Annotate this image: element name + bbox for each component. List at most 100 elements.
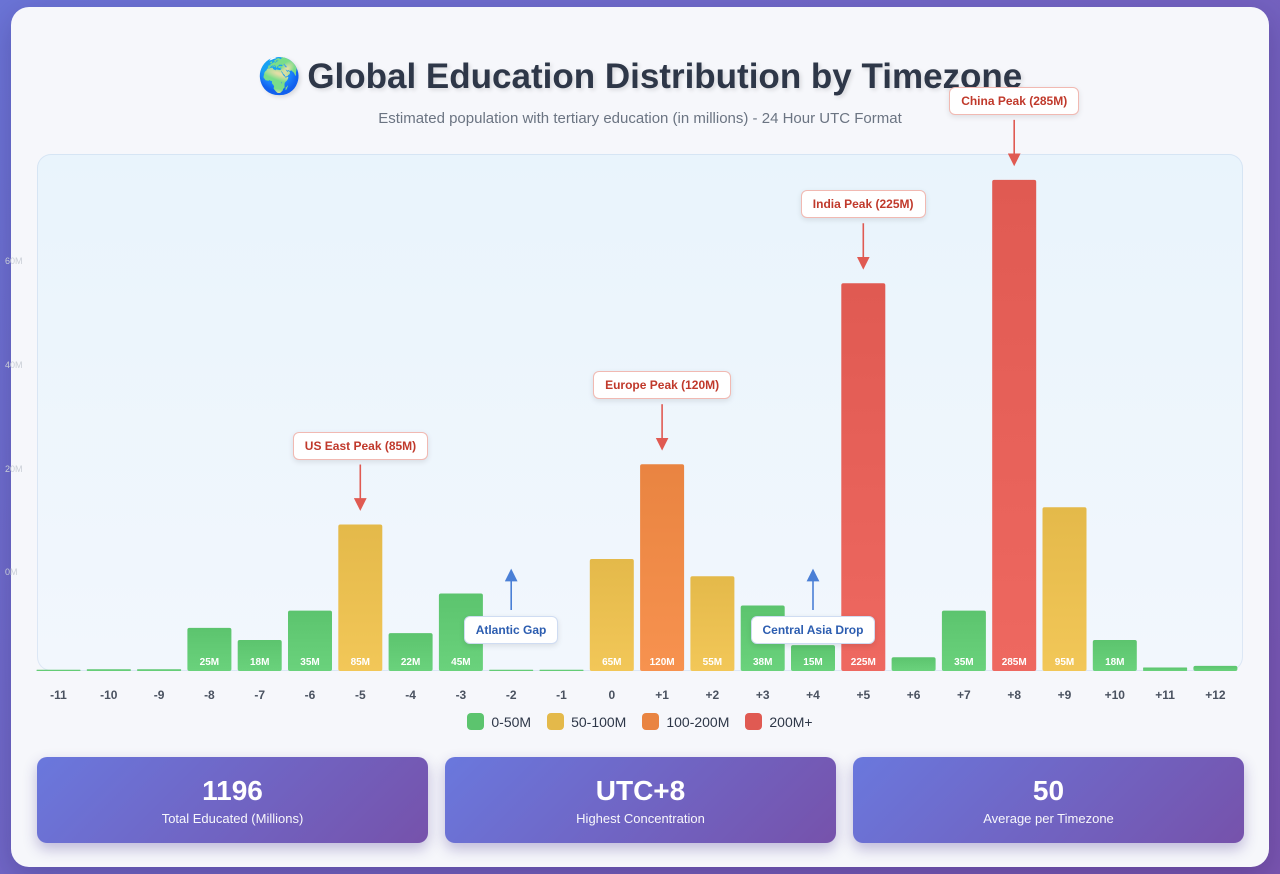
stat-label: Average per Timezone — [983, 811, 1114, 826]
bar--11 — [36, 669, 81, 671]
bar-value-label: 225M — [851, 657, 876, 668]
bar-value-label: 18M — [1105, 657, 1124, 668]
x-tick-label: +12 — [1205, 688, 1226, 702]
x-tick-label: +10 — [1105, 688, 1126, 702]
bar-+11 — [1143, 667, 1188, 671]
legend-swatch — [642, 713, 660, 730]
x-tick-label: +5 — [856, 688, 870, 702]
x-tick-label: -5 — [355, 688, 366, 702]
annotation-callout: Europe Peak (120M) — [593, 371, 732, 400]
bar--1 — [539, 669, 584, 671]
annotation-callout: India Peak (225M) — [800, 190, 926, 219]
legend-swatch — [467, 713, 485, 730]
bar-value-label: 25M — [200, 657, 219, 668]
bar-value-label: 95M — [1055, 657, 1074, 668]
page-title: 🌍 Global Education Distribution by Timezo… — [0, 56, 1280, 97]
bar--4 — [388, 633, 433, 671]
bar-value-label: 18M — [250, 657, 269, 668]
x-tick-label: -9 — [154, 688, 165, 702]
x-tick-label: +8 — [1007, 688, 1021, 702]
x-tick-label: 0 — [608, 688, 615, 702]
x-tick-label: +7 — [957, 688, 971, 702]
bar--3 — [438, 593, 483, 671]
x-tick-label: -1 — [556, 688, 567, 702]
bar-value-label: 22M — [401, 657, 420, 668]
legend-label: 100-200M — [666, 713, 730, 730]
x-tick-label: -7 — [254, 688, 265, 702]
annotation-callout: Central Asia Drop — [750, 616, 876, 644]
bar-value-label: 65M — [602, 657, 621, 668]
x-tick-label: +11 — [1155, 688, 1175, 702]
bar--10 — [86, 669, 131, 671]
bar-value-label: 85M — [351, 657, 370, 668]
bar-+1 — [640, 464, 685, 671]
x-tick-label: +6 — [907, 688, 921, 702]
x-tick-label: +9 — [1058, 688, 1072, 702]
legend-swatch — [547, 713, 565, 730]
x-tick-label: -11 — [50, 688, 67, 702]
bar-value-label: 285M — [1002, 657, 1027, 668]
x-tick-label: -10 — [100, 688, 118, 702]
x-tick-label: -2 — [506, 688, 517, 702]
bar-+10 — [1092, 639, 1137, 671]
title-text: Global Education Distribution by Timezon… — [307, 57, 1023, 96]
x-tick-label: +2 — [706, 688, 720, 702]
x-tick-label: -3 — [456, 688, 467, 702]
bar-value-label: 35M — [954, 657, 973, 668]
x-tick-label: -8 — [204, 688, 215, 702]
y-tick-label: 20M — [5, 464, 23, 474]
stat-value: 1196 — [202, 775, 263, 806]
legend-item: 100-200M — [642, 713, 729, 730]
bar-+9 — [1042, 507, 1087, 671]
legend-item: 0-50M — [467, 713, 531, 730]
bar-value-label: 45M — [451, 657, 470, 668]
legend-label: 50-100M — [571, 713, 627, 730]
y-tick-label: 60M — [5, 256, 23, 266]
bar-+12 — [1193, 665, 1238, 671]
bar-+7 — [941, 610, 986, 671]
bar-+4 — [791, 645, 835, 671]
plot-area — [37, 154, 1243, 671]
legend-item: 200M+ — [745, 713, 813, 730]
x-tick-label: -6 — [305, 688, 316, 702]
bar-value-label: 15M — [803, 657, 822, 668]
stat-card-total: 1196 Total Educated (Millions) — [37, 757, 428, 843]
legend-label: 0-50M — [491, 713, 532, 730]
legend-item: 50-100M — [547, 713, 626, 730]
annotation-callout: China Peak (285M) — [949, 86, 1080, 115]
x-tick-label: -4 — [405, 688, 416, 702]
annotation-callout: US East Peak (85M) — [292, 431, 429, 460]
legend-label: 200M+ — [769, 713, 813, 730]
annotation-callout: Atlantic Gap — [463, 616, 559, 644]
bar--8 — [187, 627, 232, 671]
stat-card-average: 50 Average per Timezone — [853, 757, 1244, 843]
bar--7 — [237, 639, 282, 671]
x-tick-label: +1 — [655, 688, 669, 702]
bar--9 — [137, 669, 182, 671]
stat-card-highest: UTC+8 Highest Concentration — [445, 757, 836, 843]
page-subtitle: Estimated population with tertiary educa… — [378, 110, 902, 127]
bar--6 — [288, 610, 332, 671]
stat-label: Total Educated (Millions) — [161, 811, 304, 826]
legend: 0-50M 50-100M 100-200M 200M+ — [0, 713, 1280, 730]
bar-0 — [589, 558, 634, 671]
y-tick-label: 0M — [5, 567, 18, 577]
x-tick-label: +3 — [756, 688, 770, 702]
stat-label: Highest Concentration — [576, 811, 705, 826]
bar-value-label: 55M — [703, 657, 722, 668]
bar-value-label: 120M — [650, 657, 675, 668]
bar--5 — [338, 524, 383, 671]
bar-value-label: 35M — [300, 657, 319, 668]
bar-value-label: 38M — [753, 657, 772, 668]
globe-icon: 🌍 — [257, 57, 302, 96]
stat-value: UTC+8 — [595, 775, 686, 806]
bar-+6 — [891, 657, 936, 671]
y-tick-label: 40M — [5, 360, 23, 370]
bar-+5 — [841, 283, 886, 671]
bar-+2 — [690, 576, 735, 671]
bar-+8 — [992, 179, 1037, 671]
bar--2 — [489, 669, 534, 671]
x-tick-label: +4 — [806, 688, 820, 702]
stat-value: 50 — [1032, 775, 1065, 806]
